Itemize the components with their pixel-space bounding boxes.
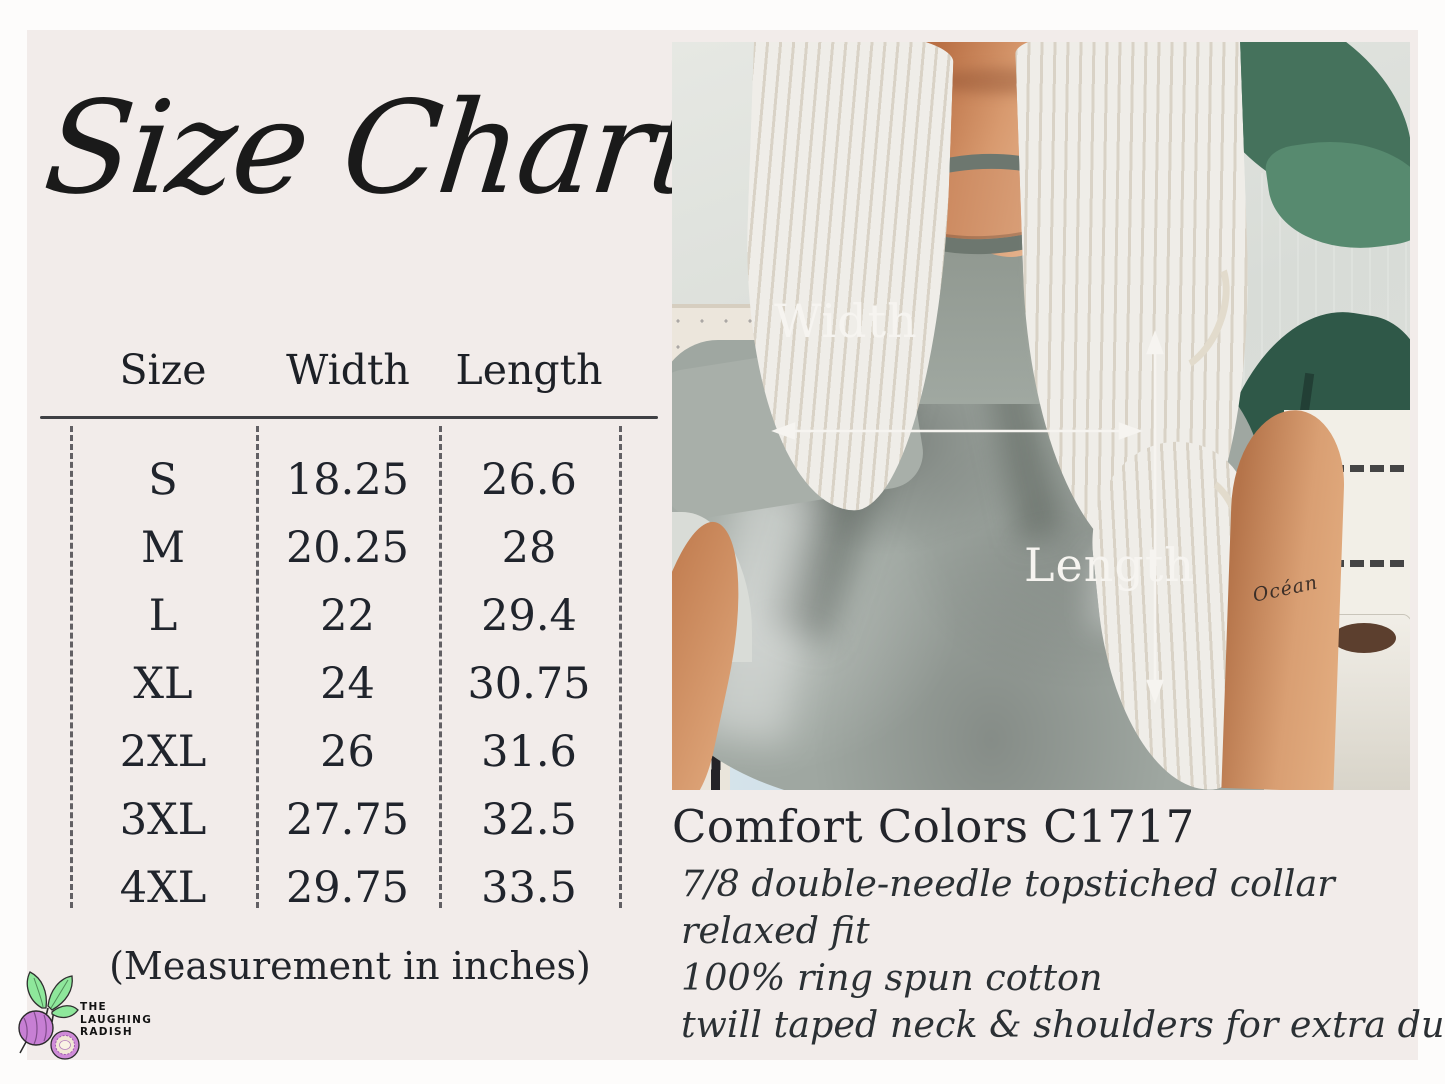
width-cell: 27.75	[285, 795, 410, 845]
width-cell: 20.25	[285, 523, 410, 573]
product-photo: Océan Width Length	[672, 42, 1410, 790]
length-arrow	[1146, 330, 1164, 704]
table-divider	[619, 426, 622, 908]
size-cell: S	[148, 455, 178, 505]
length-cell: 30.75	[467, 659, 591, 709]
radish-bulb	[18, 1010, 54, 1046]
width-cell: 24	[320, 659, 375, 709]
length-cell: 33.5	[481, 863, 577, 913]
length-cell: 31.6	[481, 727, 577, 777]
table-divider	[439, 426, 442, 908]
size-table: Size Width Length S 18.25 26.6 M 20.25 2…	[40, 340, 660, 940]
bulb-lines	[23, 1011, 47, 1045]
table-row: M 20.25 28	[70, 514, 619, 582]
brand-name-line: LAUGHING	[80, 1013, 153, 1026]
product-detail: 7/8 double-needle topstiched collar	[681, 862, 1335, 905]
table-row: S 18.25 26.6	[70, 446, 619, 514]
product-detail: twill taped neck & shoulders for extra d…	[681, 1003, 1445, 1046]
measurement-note: (Measurement in inches)	[109, 944, 591, 988]
size-cell: XL	[133, 659, 193, 709]
page-title: Size Chart	[38, 74, 706, 223]
product-detail: 100% ring spun cotton	[681, 956, 1103, 999]
size-cell: 4XL	[119, 863, 207, 913]
table-divider	[256, 426, 259, 908]
width-cell: 18.25	[285, 455, 410, 505]
column-header-width: Width	[286, 346, 410, 394]
table-row: 3XL 27.75 32.5	[70, 786, 619, 854]
product-heading: Comfort Colors C1717	[672, 800, 1195, 853]
table-row: L 22 29.4	[70, 582, 619, 650]
length-label: Length	[1024, 538, 1195, 592]
length-cell: 32.5	[481, 795, 577, 845]
table-divider	[70, 426, 73, 908]
size-cell: L	[148, 591, 178, 641]
width-label: Width	[774, 294, 918, 348]
width-cell: 29.75	[285, 863, 410, 913]
brand-name: THE LAUGHING RADISH	[80, 1001, 152, 1039]
table-body: S 18.25 26.6 M 20.25 28 L 22 29.4 XL 24 …	[70, 446, 619, 922]
stitch-row	[1290, 560, 1404, 567]
radish-logo-graphic	[18, 971, 80, 1060]
leaf-veins	[33, 977, 69, 1009]
product-details: 7/8 double-needle topstiched collar relax…	[681, 860, 1445, 1048]
width-cell: 26	[320, 727, 375, 777]
length-cell: 28	[501, 523, 557, 573]
table-row: 2XL 26 31.6	[70, 718, 619, 786]
length-cell: 29.4	[481, 591, 577, 641]
brand-name-line: THE	[80, 1001, 108, 1013]
size-cell: 3XL	[119, 795, 207, 845]
pot-soil	[1332, 623, 1396, 653]
size-cell: M	[140, 523, 186, 573]
stitch-row	[1290, 465, 1404, 472]
table-top-rule	[40, 416, 658, 419]
width-arrow	[771, 422, 1143, 440]
column-header-length: Length	[455, 346, 603, 394]
length-cell: 26.6	[481, 455, 577, 505]
width-cell: 22	[320, 591, 375, 641]
measurement-arrows	[771, 330, 1164, 704]
brand-name-line: RADISH	[80, 1026, 133, 1038]
size-cell: 2XL	[119, 727, 207, 777]
table-row: 4XL 29.75 33.5	[70, 854, 619, 922]
column-header-size: Size	[119, 346, 207, 394]
radish-slice-center	[59, 1040, 71, 1050]
product-detail: relaxed fit	[681, 909, 870, 952]
radish-root	[19, 1041, 27, 1054]
table-row: XL 24 30.75	[70, 650, 619, 718]
